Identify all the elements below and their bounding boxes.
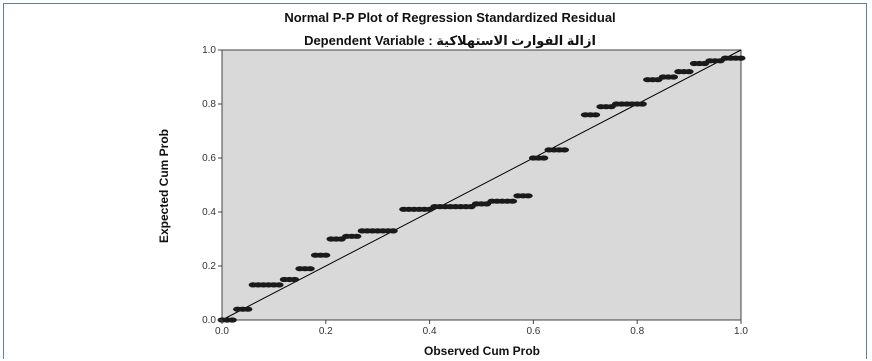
data-point bbox=[305, 266, 315, 272]
y-tick-label: 0.4 bbox=[202, 207, 216, 218]
chart-title: Normal P-P Plot of Regression Standardiz… bbox=[284, 10, 615, 25]
data-point bbox=[274, 282, 284, 288]
x-axis-label: Observed Cum Prob bbox=[424, 344, 540, 358]
x-tick-label: 0.8 bbox=[630, 326, 644, 337]
y-tick-label: 0.0 bbox=[202, 315, 216, 326]
data-point bbox=[539, 155, 549, 161]
data-point bbox=[290, 276, 300, 283]
data-point bbox=[321, 252, 331, 258]
x-tick-label: 1.0 bbox=[734, 326, 748, 337]
reference-line bbox=[221, 49, 742, 321]
chart-subtitle: Dependent Variable : ازالة الفوارت الاست… bbox=[304, 33, 596, 48]
y-tick-label: 0.8 bbox=[202, 99, 216, 110]
x-tick-label: 0.0 bbox=[215, 326, 229, 337]
x-tick-label: 0.6 bbox=[526, 326, 540, 337]
data-point bbox=[388, 228, 398, 234]
data-point bbox=[591, 112, 601, 118]
x-tick-label: 0.4 bbox=[423, 326, 437, 337]
data-point bbox=[560, 147, 570, 153]
data-point bbox=[637, 101, 647, 107]
data-point bbox=[352, 233, 362, 239]
data-point bbox=[684, 69, 694, 75]
y-tick-label: 1.0 bbox=[202, 45, 216, 56]
y-axis-label: Expected Cum Prob bbox=[157, 129, 171, 243]
y-tick-label: 0.2 bbox=[202, 261, 216, 272]
data-point bbox=[227, 317, 237, 323]
data-point bbox=[243, 306, 253, 312]
data-point bbox=[508, 198, 518, 204]
y-tick-label: 0.6 bbox=[202, 153, 216, 164]
data-point bbox=[523, 193, 533, 199]
x-tick-label: 0.2 bbox=[319, 326, 333, 337]
data-point bbox=[736, 55, 746, 61]
data-point bbox=[669, 74, 679, 80]
